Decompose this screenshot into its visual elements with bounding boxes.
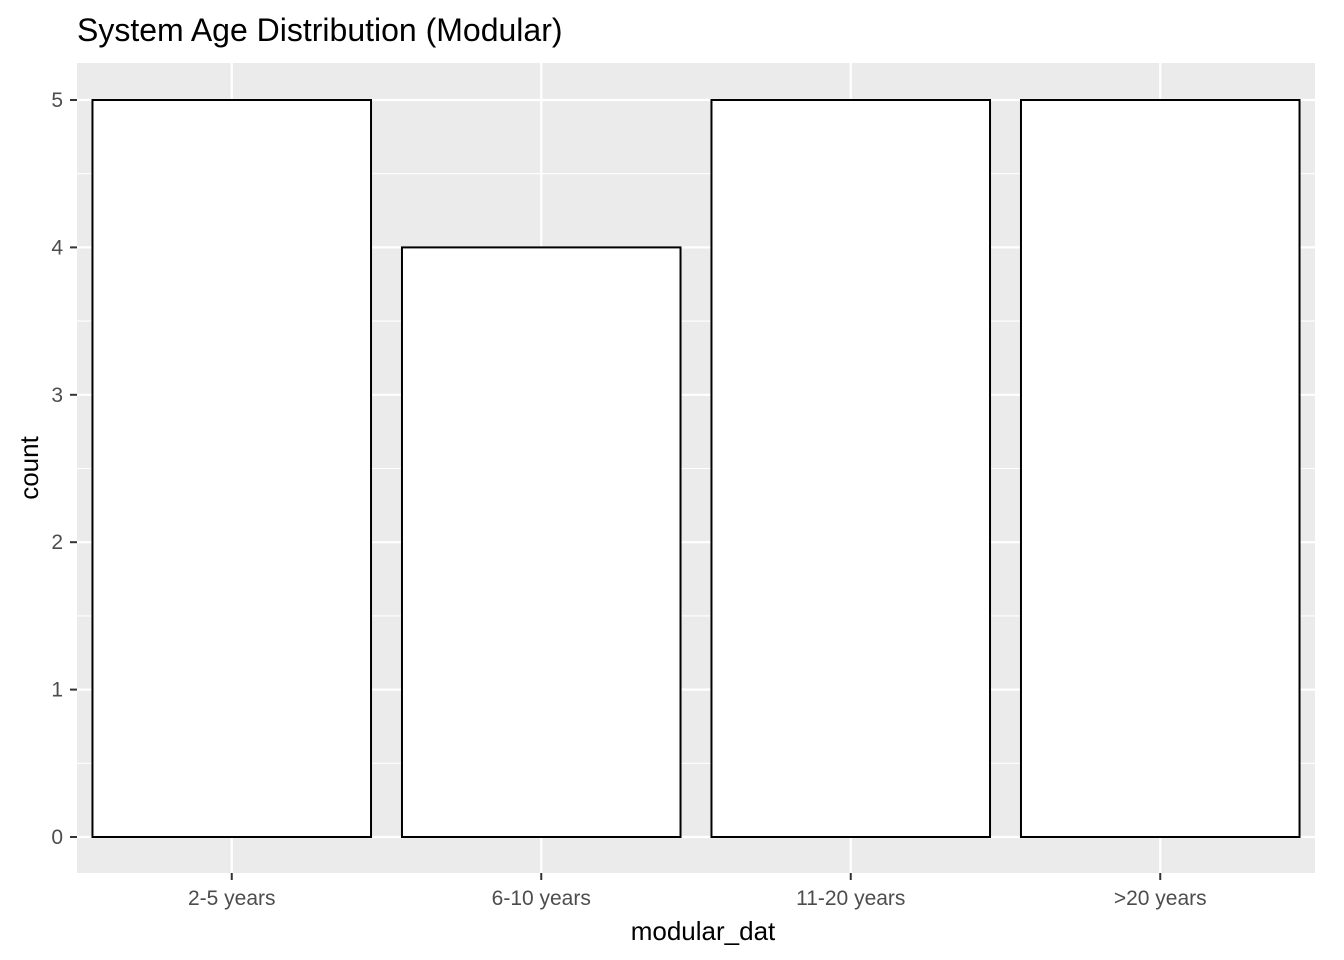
y-tick-label: 2 [51,531,63,554]
x-axis: 2-5 years 6-10 years 11-20 years >20 years [188,873,1207,910]
x-tick-label: 6-10 years [492,887,591,910]
y-tick-label: 4 [51,236,63,259]
bar-4 [1019,99,1301,838]
x-tick-label: >20 years [1114,887,1207,910]
bar-3 [710,99,992,838]
x-axis-title: modular_dat [631,916,776,946]
bars [91,99,1301,838]
y-axis-title: count [14,435,44,499]
x-tick-label: 11-20 years [796,887,905,910]
bar-1 [91,99,373,838]
y-axis: 0 1 2 3 4 5 [51,89,77,849]
y-tick-label: 5 [51,89,63,112]
y-tick-label: 1 [51,679,63,702]
y-tick-label: 0 [51,826,63,849]
y-tick-label: 3 [51,384,63,407]
bar-2 [400,246,682,838]
chart-title: System Age Distribution (Modular) [77,12,563,48]
x-tick-label: 2-5 years [188,887,276,910]
